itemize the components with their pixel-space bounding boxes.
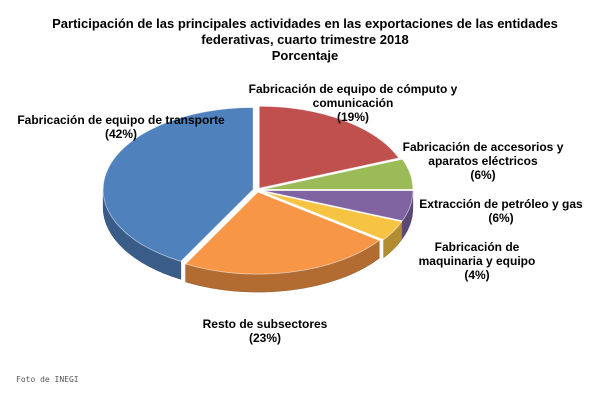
slice-label-maquinaria-line-1: Fabricación de — [434, 240, 520, 254]
slice-value-resto: (23%) — [248, 331, 281, 345]
photo-credit: Foto de INEGI — [16, 375, 79, 384]
slice-label-transporte: Fabricación de equipo de transporte (42%… — [6, 113, 236, 141]
slice-label-resto-line-1: Resto de subsectores — [202, 317, 328, 331]
slice-label-computo: Fabricación de equipo de cómputo y comun… — [238, 82, 468, 124]
slice-label-computo-line-2: comunicación — [312, 96, 394, 110]
slice-label-transporte-line-1: Fabricación de equipo de transporte — [17, 113, 225, 127]
slice-transporte — [102, 107, 254, 262]
slice-label-accesorios: Fabricación de accesorios y aparatos elé… — [378, 140, 588, 182]
slice-value-accesorios: (6%) — [470, 168, 496, 182]
slice-label-maquinaria: Fabricación de maquinaria y equipo (4%) — [392, 240, 562, 282]
slice-label-maquinaria-line-2: maquinaria y equipo — [418, 254, 536, 268]
slice-resto — [184, 191, 381, 275]
slice-accesorios — [262, 158, 414, 190]
slice-label-petroleo: Extracción de petróleo y gas (6%) — [406, 197, 596, 225]
slice-computo — [258, 105, 400, 189]
slice-petroleo — [262, 190, 414, 222]
slice-maquinaria — [262, 191, 403, 241]
slice-value-computo: (19%) — [336, 110, 369, 124]
slice-value-maquinaria: (4%) — [464, 268, 490, 282]
chart-title-line-2: federativas, cuarto trimestre 2018 — [201, 32, 409, 47]
chart-title-line-1: Participación de las principales activid… — [52, 16, 558, 31]
slice-label-accesorios-line-2: aparatos eléctricos — [428, 154, 538, 168]
slice-value-petroleo: (6%) — [488, 211, 514, 225]
slice-label-accesorios-line-1: Fabricación de accesorios y — [402, 140, 564, 154]
chart-subtitle: Porcentaje — [271, 48, 339, 63]
slice-value-transporte: (42%) — [104, 127, 137, 141]
slice-label-computo-line-1: Fabricación de equipo de cómputo y — [248, 82, 458, 96]
slice-label-petroleo-line-1: Extracción de petróleo y gas — [419, 197, 583, 211]
slice-label-resto: Resto de subsectores (23%) — [180, 317, 350, 345]
